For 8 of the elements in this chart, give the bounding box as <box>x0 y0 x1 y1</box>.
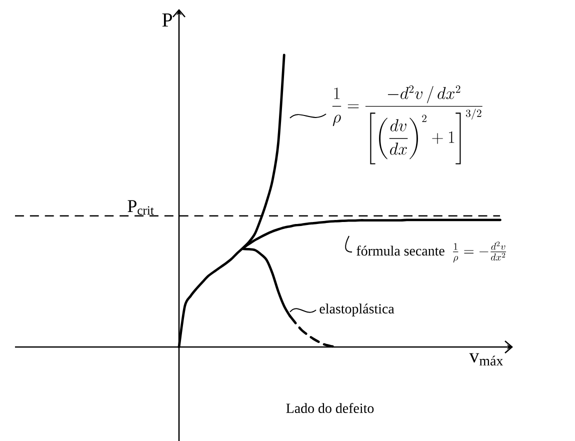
annotation: elastoplástica <box>320 304 394 316</box>
y-axis-title: P <box>162 13 172 27</box>
text: Lado do defeito <box>286 403 374 413</box>
annotation: $\frac{1}{\rho}=\frac{-d^2v\,/\,dx^2}{\left[\left(\dfrac{dv}{dx}\right)^2+1\right]^{3/2}}$ <box>332 85 482 164</box>
x-axis-title: v$_{máx}$ <box>469 353 504 366</box>
ref-line-label: P$_{crit}$ <box>128 200 154 215</box>
annotation: fórmula secante <box>356 246 444 256</box>
annotation: $\frac{1}{\rho}=-\frac{d^2v}{dx^2}$ <box>453 242 506 263</box>
